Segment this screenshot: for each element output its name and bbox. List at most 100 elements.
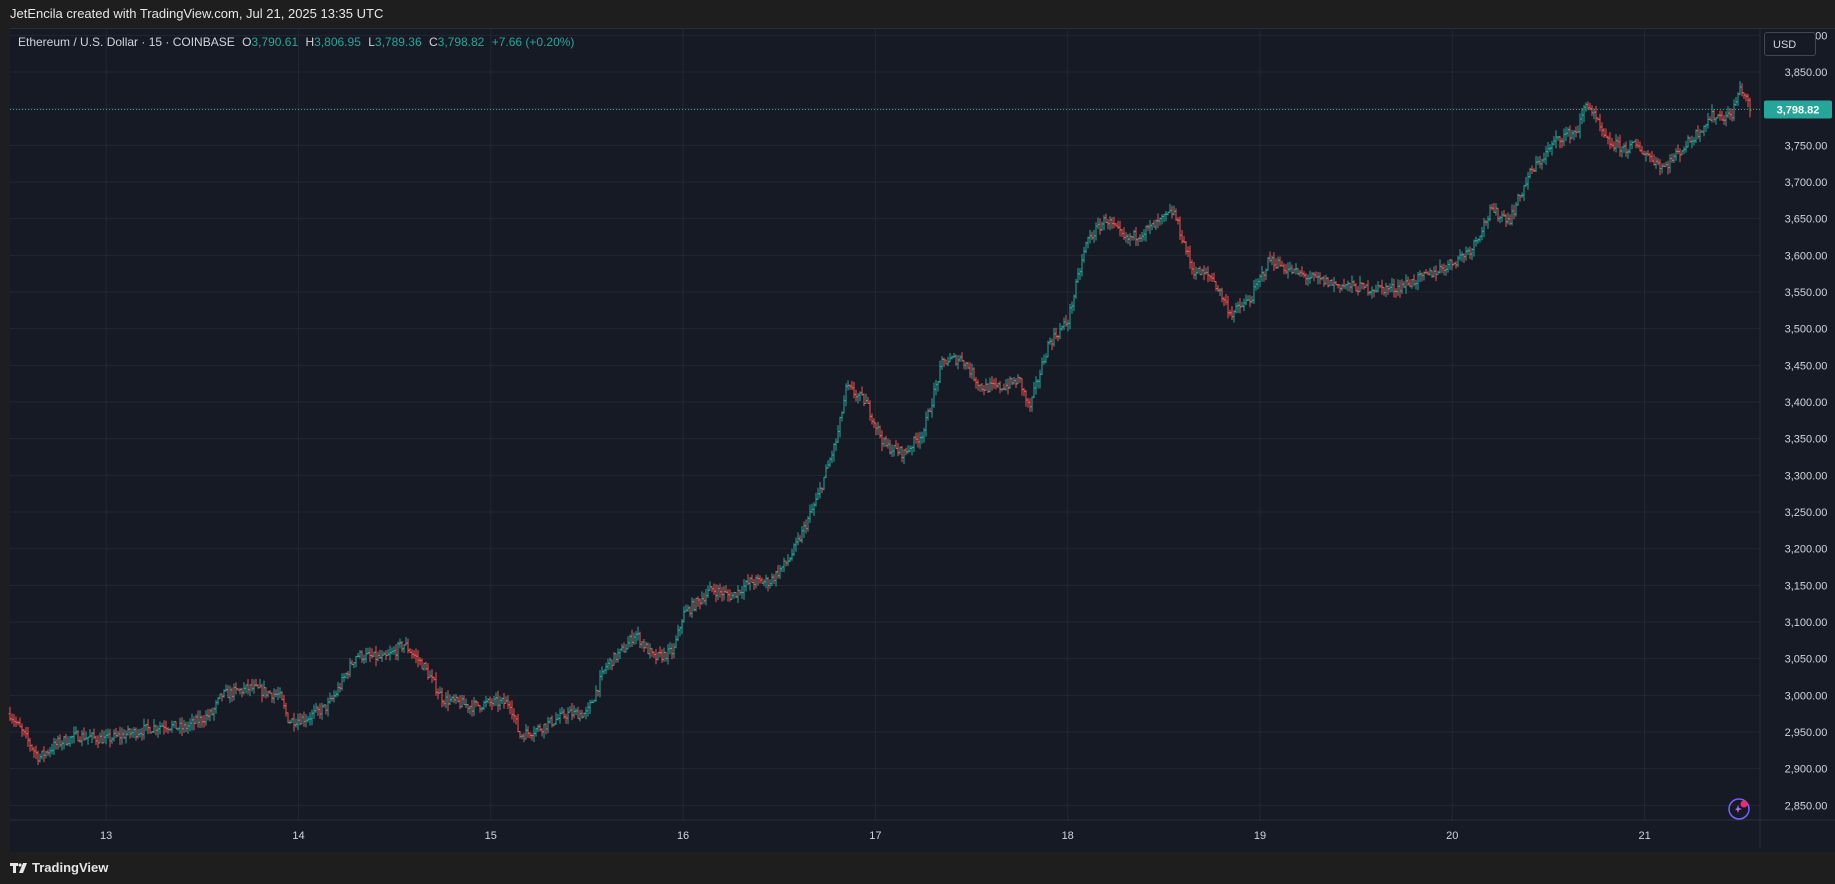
ohlc-bar bbox=[86, 736, 90, 745]
ohlc-bar bbox=[842, 395, 846, 414]
ohlc-bar bbox=[1748, 97, 1752, 118]
y-tick-label: 3,750.00 bbox=[1785, 140, 1828, 152]
last-price-tag bbox=[1764, 100, 1832, 119]
ohlc-bar bbox=[402, 644, 406, 653]
ohlc-bar bbox=[460, 694, 464, 708]
ohlc-bar bbox=[1096, 217, 1100, 229]
ohlc-bar bbox=[472, 696, 476, 717]
ohlc-bar bbox=[1404, 274, 1408, 294]
ohlc-bar bbox=[1356, 286, 1360, 296]
ohlc-bar bbox=[1282, 263, 1286, 275]
ohlc-bar bbox=[536, 724, 540, 733]
ohlc-bar bbox=[1266, 256, 1270, 271]
ohlc-bar bbox=[1118, 220, 1122, 237]
ohlc-bar bbox=[630, 629, 634, 647]
ohlc-bar bbox=[1018, 376, 1022, 383]
ohlc-bar bbox=[114, 727, 118, 739]
ohlc-bar bbox=[1544, 146, 1548, 165]
ohlc-bar bbox=[40, 750, 44, 760]
ohlc-bar bbox=[894, 440, 898, 449]
ohlc-bar bbox=[850, 380, 854, 390]
ohlc-bar bbox=[1234, 302, 1238, 314]
ohlc-bar bbox=[1342, 278, 1346, 289]
ohlc-bar bbox=[376, 651, 380, 662]
ohlc-bar bbox=[938, 360, 942, 384]
ohlc-bar bbox=[648, 643, 652, 659]
ohlc-bar bbox=[48, 746, 52, 758]
ai-sparkle-icon[interactable] bbox=[1726, 796, 1752, 827]
ohlc-bar bbox=[1034, 376, 1038, 395]
ohlc-bar bbox=[1398, 280, 1402, 298]
ohlc-bar bbox=[1014, 377, 1018, 388]
ohlc-bar bbox=[244, 684, 248, 694]
ohlc-bar bbox=[1312, 271, 1316, 282]
ohlc-bar bbox=[366, 647, 370, 655]
ohlc-bar bbox=[98, 732, 102, 744]
ohlc-bar bbox=[838, 416, 842, 438]
ohlc-bar bbox=[1160, 214, 1164, 225]
ohlc-bar bbox=[920, 431, 924, 444]
ohlc-bar bbox=[196, 710, 200, 728]
ohlc-bar bbox=[1098, 218, 1102, 235]
ohlc-bar bbox=[1376, 281, 1380, 293]
ohlc-bar bbox=[190, 713, 194, 731]
ohlc-bar bbox=[1448, 259, 1452, 270]
ohlc-bar bbox=[1262, 271, 1266, 282]
ohlc-bar bbox=[556, 713, 560, 721]
ohlc-bar bbox=[78, 736, 82, 743]
y-tick-label: 3,850.00 bbox=[1785, 67, 1828, 79]
change-value: +7.66 (+0.20%) bbox=[491, 35, 575, 49]
ohlc-bar bbox=[1310, 271, 1314, 279]
symbol-name: Ethereum / U.S. Dollar · 15 · COINBASE bbox=[18, 35, 235, 49]
ohlc-bar bbox=[780, 566, 784, 573]
ohlc-bar bbox=[1184, 240, 1188, 255]
ohlc-bar bbox=[570, 703, 574, 721]
ohlc-bar bbox=[1368, 290, 1372, 296]
ohlc-bar bbox=[170, 720, 174, 733]
ohlc-bar bbox=[988, 377, 992, 393]
ohlc-bar bbox=[750, 574, 754, 584]
open-value: 3,790.61 bbox=[251, 35, 299, 49]
ohlc-bar bbox=[1656, 158, 1660, 166]
ohlc-bar bbox=[1744, 93, 1748, 102]
ohlc-bar bbox=[674, 635, 678, 649]
y-tick-label: 3,350.00 bbox=[1785, 434, 1828, 446]
ohlc-bar bbox=[1224, 293, 1228, 306]
ohlc-bar bbox=[126, 725, 130, 736]
ohlc-bar bbox=[688, 606, 692, 617]
ohlc-bar bbox=[1038, 369, 1042, 389]
ohlc-bar bbox=[562, 708, 566, 719]
ohlc-bar bbox=[1712, 109, 1716, 123]
ohlc-bar bbox=[462, 695, 466, 706]
ohlc-bar bbox=[1134, 227, 1138, 247]
ohlc-bar bbox=[1532, 168, 1536, 173]
ohlc-bar bbox=[106, 728, 110, 739]
ohlc-bar bbox=[1230, 305, 1234, 320]
ohlc-bar bbox=[948, 353, 952, 363]
currency-button[interactable]: USD bbox=[1764, 32, 1816, 56]
ohlc-bar bbox=[10, 713, 14, 724]
ohlc-bar bbox=[474, 699, 478, 707]
ohlc-bar bbox=[224, 684, 228, 692]
ohlc-bar bbox=[1682, 146, 1686, 155]
ohlc-bar bbox=[336, 681, 340, 697]
ohlc-bar bbox=[1608, 132, 1612, 150]
ohlc-bar bbox=[902, 449, 906, 464]
ohlc-bar bbox=[120, 727, 124, 745]
ohlc-bar bbox=[1568, 125, 1572, 144]
ohlc-bar bbox=[870, 413, 874, 425]
ohlc-bar bbox=[1428, 267, 1432, 276]
ohlc-bar bbox=[576, 706, 580, 720]
ohlc-bar bbox=[80, 730, 84, 747]
ohlc-bar bbox=[940, 356, 944, 370]
ohlc-bar bbox=[1008, 376, 1012, 390]
ohlc-bar bbox=[32, 746, 36, 758]
ohlc-bar bbox=[228, 685, 232, 704]
ohlc-bar bbox=[558, 708, 562, 724]
y-tick-label: 3,050.00 bbox=[1785, 654, 1828, 666]
ohlc-bar bbox=[24, 726, 28, 739]
ohlc-bar bbox=[1550, 140, 1554, 156]
ohlc-bar bbox=[670, 643, 674, 660]
ohlc-bar bbox=[868, 400, 872, 421]
